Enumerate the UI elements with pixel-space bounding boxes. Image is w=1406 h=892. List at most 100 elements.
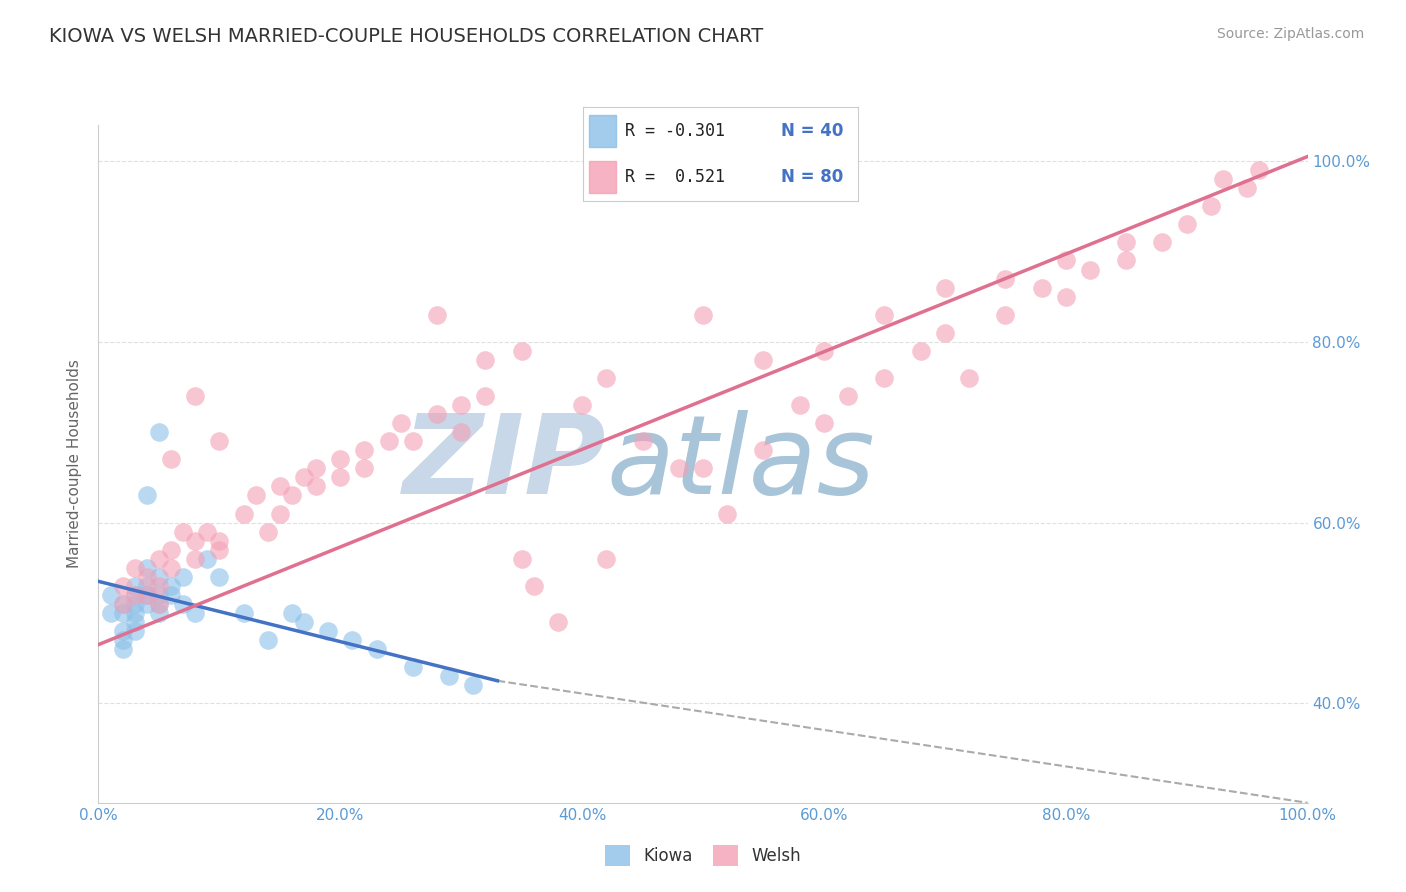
Point <box>292 470 315 484</box>
Text: atlas: atlas <box>606 410 875 517</box>
Bar <box>589 161 616 194</box>
Point <box>631 434 654 449</box>
Point <box>789 398 811 412</box>
Point <box>437 669 460 683</box>
Point <box>752 352 775 367</box>
Point <box>1078 262 1101 277</box>
Point <box>426 308 449 322</box>
Point <box>245 488 267 502</box>
Point <box>813 343 835 358</box>
Point <box>135 488 157 502</box>
Point <box>934 326 956 340</box>
Point <box>510 551 533 566</box>
Point <box>281 606 304 620</box>
Bar <box>589 115 616 147</box>
Point <box>135 561 157 575</box>
Point <box>111 624 134 638</box>
Point <box>1152 235 1174 250</box>
Point <box>232 606 254 620</box>
Point <box>1175 217 1198 231</box>
Point <box>1031 280 1053 294</box>
Point <box>124 606 146 620</box>
Point <box>668 461 690 475</box>
Point <box>160 452 183 467</box>
Text: ZIP: ZIP <box>402 410 606 517</box>
Point <box>1115 253 1137 268</box>
Point <box>474 352 496 367</box>
Point <box>195 551 218 566</box>
Point <box>873 371 896 385</box>
Point <box>135 588 157 602</box>
Point <box>111 606 134 620</box>
Point <box>571 398 593 412</box>
Point <box>135 597 157 611</box>
Point <box>377 434 399 449</box>
Point <box>994 308 1017 322</box>
Point <box>160 588 183 602</box>
Point <box>837 389 859 403</box>
Point <box>111 579 134 593</box>
Point <box>269 479 291 493</box>
Point <box>148 597 170 611</box>
Point <box>208 570 231 584</box>
Point <box>135 579 157 593</box>
Y-axis label: Married-couple Households: Married-couple Households <box>67 359 83 568</box>
Point <box>595 551 617 566</box>
Point <box>1054 253 1077 268</box>
Point <box>148 588 170 602</box>
Point <box>716 507 738 521</box>
Point <box>148 570 170 584</box>
Point <box>389 416 412 430</box>
Point <box>184 389 207 403</box>
Point <box>1249 163 1271 178</box>
Point <box>160 579 183 593</box>
Point <box>957 371 980 385</box>
Point <box>148 597 170 611</box>
Point <box>426 407 449 421</box>
Point <box>353 461 375 475</box>
Point <box>184 551 207 566</box>
Point <box>342 633 364 648</box>
Point <box>547 615 569 629</box>
Point <box>135 588 157 602</box>
Text: KIOWA VS WELSH MARRIED-COUPLE HOUSEHOLDS CORRELATION CHART: KIOWA VS WELSH MARRIED-COUPLE HOUSEHOLDS… <box>49 27 763 45</box>
Point <box>692 461 714 475</box>
Point <box>269 507 291 521</box>
Point <box>208 542 231 557</box>
Point <box>305 479 328 493</box>
Point <box>292 615 315 629</box>
Point <box>172 597 194 611</box>
Point <box>124 588 146 602</box>
Point <box>692 308 714 322</box>
Point <box>316 624 339 638</box>
Point <box>873 308 896 322</box>
Point <box>402 434 425 449</box>
Point <box>910 343 932 358</box>
Text: R = -0.301: R = -0.301 <box>624 122 724 140</box>
Point <box>1212 172 1234 186</box>
Point <box>474 389 496 403</box>
Point <box>450 398 472 412</box>
Text: N = 80: N = 80 <box>780 169 844 186</box>
Point <box>281 488 304 502</box>
Point <box>124 597 146 611</box>
Point <box>994 271 1017 285</box>
Point <box>124 561 146 575</box>
Point <box>329 452 352 467</box>
Point <box>366 642 388 657</box>
Point <box>353 443 375 458</box>
Point <box>595 371 617 385</box>
Point <box>135 570 157 584</box>
Point <box>184 606 207 620</box>
Point <box>111 633 134 648</box>
Point <box>208 533 231 548</box>
Point <box>1115 235 1137 250</box>
Point <box>184 533 207 548</box>
Point <box>124 588 146 602</box>
Point <box>148 425 170 440</box>
Point <box>148 551 170 566</box>
Point <box>329 470 352 484</box>
Point <box>510 343 533 358</box>
Point <box>463 678 485 692</box>
Point <box>402 660 425 674</box>
